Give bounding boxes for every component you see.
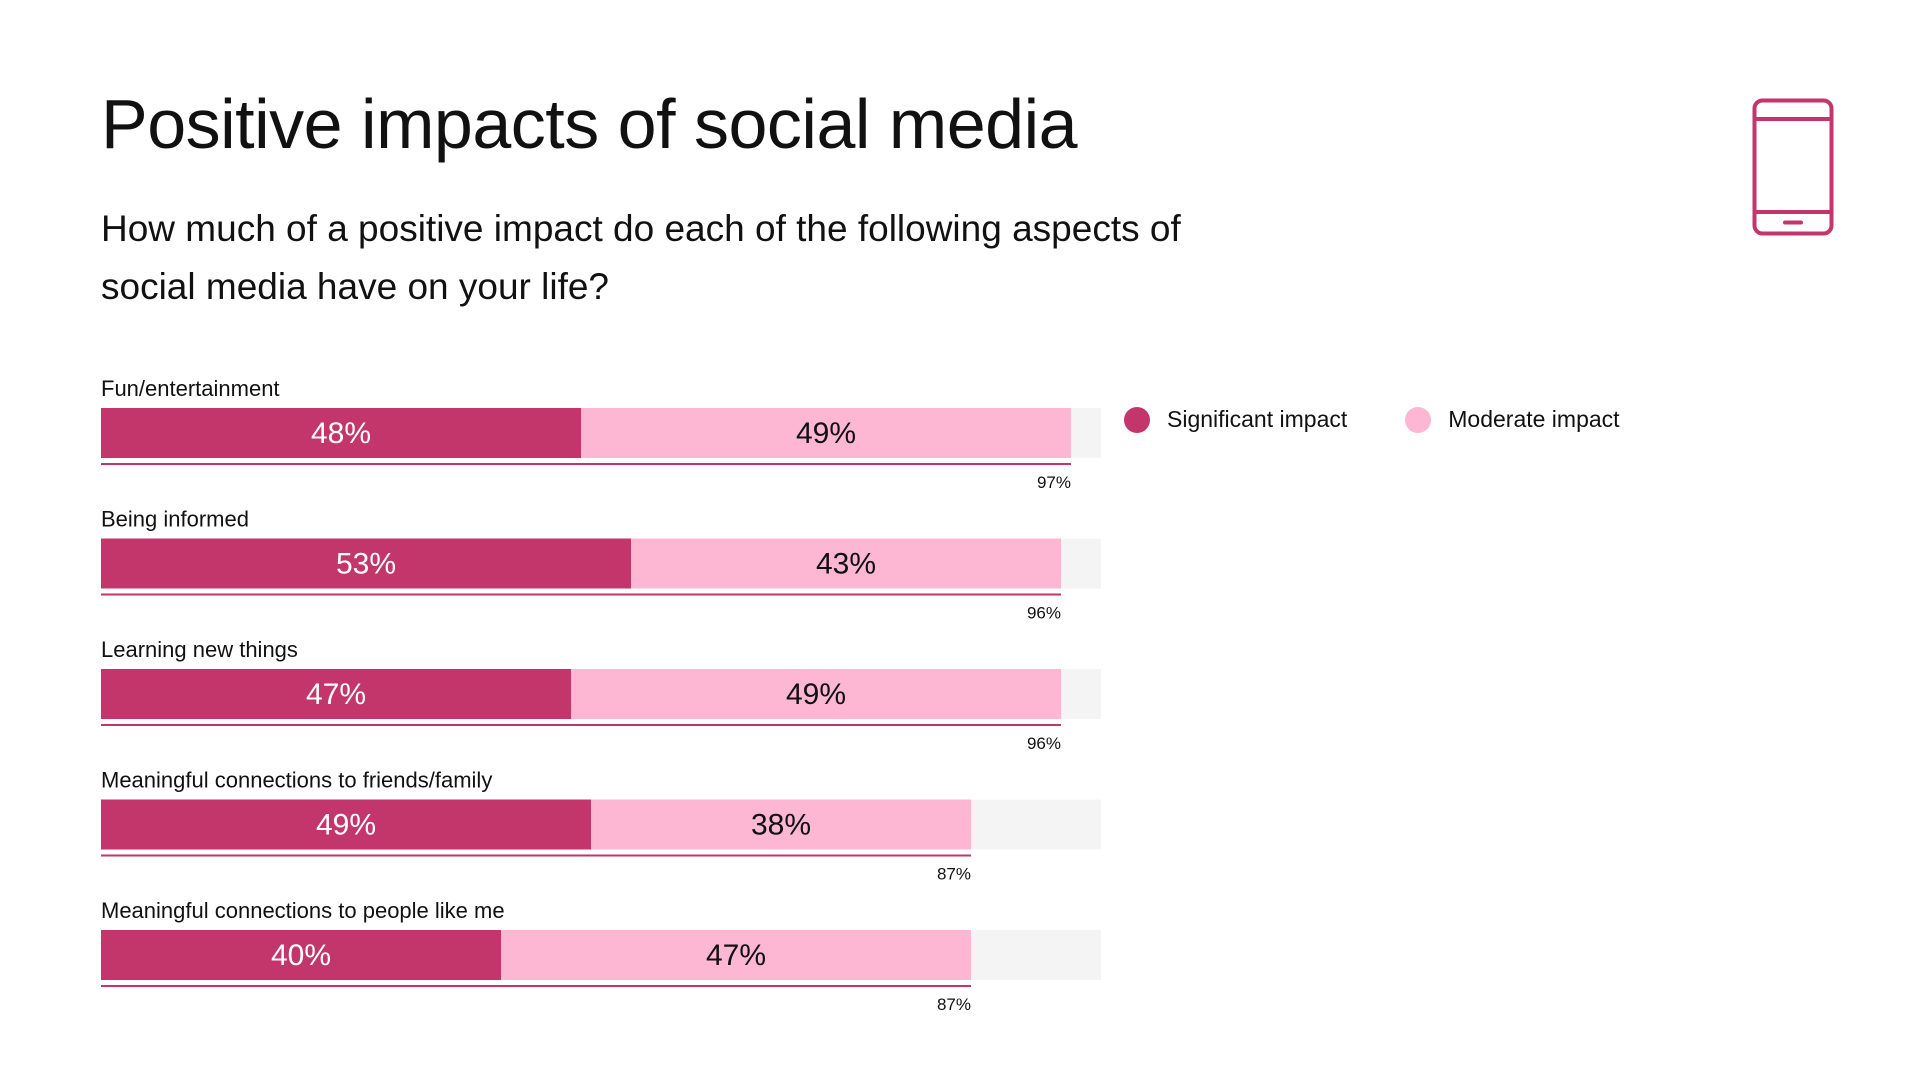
data-label-moderate: 49% — [796, 417, 856, 450]
chart-legend: Significant impact Moderate impact — [1124, 406, 1620, 433]
data-label-moderate: 47% — [706, 939, 766, 972]
category-label: Being informed — [101, 507, 249, 532]
total-label: 87% — [937, 995, 971, 1014]
total-label: 96% — [1027, 604, 1061, 623]
legend-item-moderate: Moderate impact — [1405, 406, 1620, 433]
data-label-moderate: 43% — [816, 548, 876, 581]
data-label-moderate: 38% — [751, 809, 811, 842]
legend-label-significant: Significant impact — [1167, 406, 1348, 432]
bar-significant — [101, 538, 631, 589]
data-label-significant: 49% — [316, 809, 376, 842]
smartphone-icon-body — [1752, 98, 1834, 236]
legend-label-moderate: Moderate impact — [1448, 406, 1620, 432]
data-label-significant: 48% — [311, 417, 371, 450]
category-label: Meaningful connections to friends/family — [101, 768, 492, 793]
chart-subtitle: How much of a positive impact do each of… — [101, 208, 1181, 307]
bar-moderate — [581, 408, 1071, 458]
legend-swatch-significant — [1124, 406, 1150, 433]
smartphone-icon — [1752, 98, 1834, 236]
legend-swatch-moderate — [1405, 406, 1432, 433]
legend-item-significant: Significant impact — [1124, 406, 1347, 433]
bar-moderate — [591, 799, 971, 850]
total-label: 87% — [937, 865, 971, 884]
category-label: Learning new things — [101, 637, 298, 662]
data-label-significant: 53% — [336, 548, 396, 581]
data-label-moderate: 49% — [786, 678, 846, 711]
bar-significant — [101, 799, 591, 850]
data-label-significant: 47% — [306, 678, 366, 711]
data-label-significant: 40% — [271, 939, 331, 972]
bar-significant — [101, 930, 501, 980]
bar-significant — [101, 669, 571, 719]
bar-moderate — [501, 930, 971, 980]
total-label: 97% — [1037, 473, 1071, 492]
bar-significant — [101, 408, 581, 458]
category-label: Meaningful connections to people like me — [101, 898, 505, 923]
bar-moderate — [631, 538, 1061, 589]
bar-moderate — [571, 669, 1061, 719]
category-label: Fun/entertainment — [101, 376, 280, 401]
total-label: 96% — [1027, 734, 1061, 753]
chart-title: Positive impacts of social media — [101, 85, 1078, 163]
